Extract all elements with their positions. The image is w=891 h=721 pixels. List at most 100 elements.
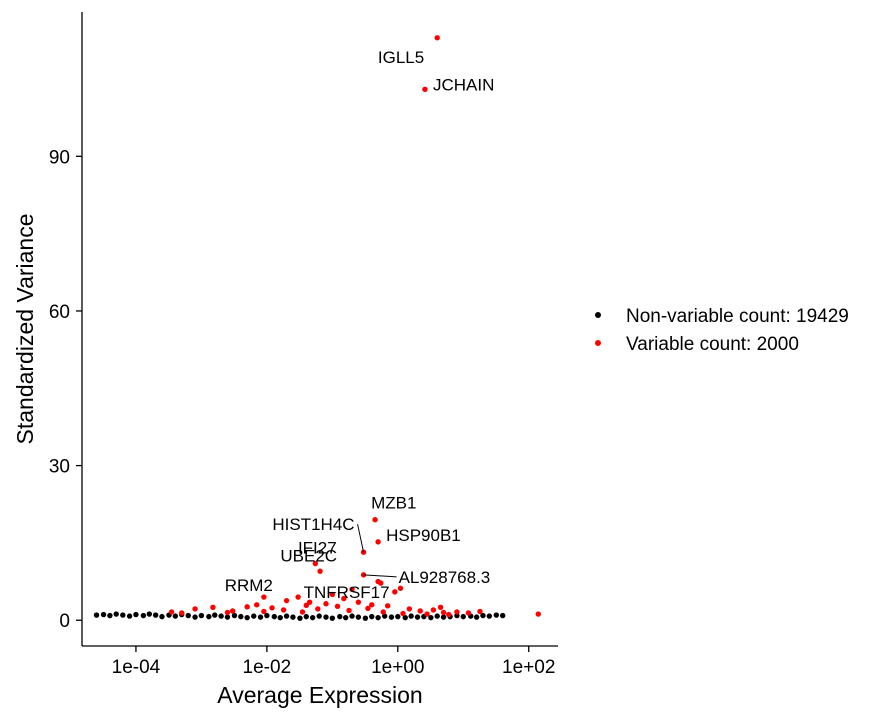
variable-point — [417, 608, 423, 614]
non-variable-point — [238, 613, 244, 620]
label-leader-line — [357, 524, 365, 553]
non-variable-point — [342, 614, 349, 621]
x-axis-title: Average Expression — [217, 682, 422, 708]
non-variable-point — [257, 614, 264, 620]
variable-point — [465, 610, 472, 616]
variable-point — [178, 610, 185, 616]
variable-point — [349, 586, 355, 593]
y-tick-label: 60 — [49, 302, 70, 323]
variable-point — [375, 539, 381, 545]
legend-label-non-variable: Non-variable count: 19429 — [626, 306, 849, 327]
variable-point — [299, 609, 306, 615]
gene-label: MZB1 — [371, 494, 416, 513]
gene-label: IGLL5 — [378, 48, 424, 67]
y-tick-label: 30 — [49, 457, 70, 478]
legend-key-non-variable — [595, 312, 601, 318]
gene-label: JCHAIN — [433, 75, 494, 94]
non-variable-point — [264, 612, 270, 619]
variable-point — [446, 611, 452, 618]
non-variable-point — [408, 613, 414, 619]
axes — [81, 12, 558, 647]
non-variable-point — [251, 613, 257, 619]
non-variable-point — [480, 612, 486, 619]
gene-label: AL928768.3 — [399, 568, 491, 587]
points-layer — [93, 35, 541, 621]
variable-point — [334, 603, 341, 610]
non-variable-point — [499, 612, 506, 619]
variable-point — [355, 599, 362, 605]
non-variable-point — [303, 613, 309, 620]
non-variable-point — [323, 614, 329, 620]
non-variable-point — [212, 612, 218, 618]
variable-point — [312, 560, 319, 567]
non-variable-point — [140, 612, 147, 619]
non-variable-point — [402, 614, 408, 621]
non-variable-point — [337, 613, 343, 620]
variable-point — [346, 607, 352, 614]
non-variable-point — [206, 613, 212, 620]
non-variable-point — [297, 615, 303, 621]
variable-point — [280, 607, 287, 613]
legend-key-variable — [595, 340, 601, 346]
non-variable-point — [100, 611, 107, 618]
x-tick-label: 1e-04 — [112, 657, 161, 678]
non-variable-point — [434, 613, 440, 619]
variable-point — [369, 602, 375, 608]
non-variable-point — [440, 614, 447, 620]
non-variable-point — [283, 613, 290, 619]
gene-label: RRM2 — [225, 576, 273, 595]
gene-labels: IGLL5 JCHAIN MZB1 HIST1H4C HSP90B1 UBE2CIFI27… — [225, 48, 495, 602]
y-tick-label: 0 — [59, 611, 70, 632]
legend-label-variable: Variable count: 2000 — [626, 334, 799, 355]
non-variable-point — [355, 614, 362, 620]
variable-point — [295, 594, 301, 600]
variable-point — [400, 610, 406, 617]
variable-point — [168, 609, 175, 615]
non-variable-point — [486, 613, 493, 619]
variable-point — [269, 605, 275, 611]
variable-point — [229, 608, 236, 614]
non-variable-point — [198, 612, 205, 619]
non-variable-point — [329, 615, 336, 621]
non-variable-point — [369, 613, 375, 620]
variable-point — [261, 608, 267, 615]
non-variable-point — [375, 614, 381, 621]
gene-label: IFI27 — [298, 539, 337, 558]
variable-point — [454, 609, 460, 615]
gene-label: HIST1H4C — [272, 515, 354, 534]
non-variable-point — [126, 613, 133, 619]
non-variable-point — [290, 614, 296, 620]
non-variable-point — [120, 612, 126, 618]
non-variable-point — [381, 613, 388, 619]
variable-point — [210, 604, 216, 611]
non-variable-point — [473, 614, 480, 620]
variable-point — [317, 568, 323, 574]
non-variable-point — [159, 613, 165, 620]
variable-point — [437, 604, 444, 611]
non-variable-point — [277, 614, 283, 621]
variable-point — [430, 607, 437, 613]
variable-point — [315, 606, 321, 612]
variable-point — [424, 611, 430, 617]
gene-label: UBE2C — [280, 546, 337, 565]
non-variable-point — [388, 614, 395, 620]
non-variable-point — [133, 611, 139, 618]
variable-point — [422, 86, 428, 93]
x-axis-ticks: 1e-04 1e-02 1e+00 1e+02 — [112, 646, 555, 678]
y-axis-ticks: 0 30 60 90 — [49, 147, 82, 632]
variable-point — [341, 595, 347, 602]
non-variable-point — [428, 614, 434, 621]
non-variable-point — [93, 612, 100, 618]
non-variable-point — [349, 613, 355, 619]
non-variable-point — [460, 613, 466, 620]
non-variable-point — [172, 613, 179, 619]
variable-point — [365, 605, 371, 612]
variable-point — [224, 609, 231, 616]
non-variable-point — [316, 613, 322, 619]
variable-point — [306, 599, 313, 605]
variable-point — [283, 597, 290, 604]
variable-point — [384, 603, 391, 609]
non-variable-point — [185, 612, 191, 619]
variable-point — [535, 611, 541, 617]
non-variable-point — [271, 613, 278, 620]
